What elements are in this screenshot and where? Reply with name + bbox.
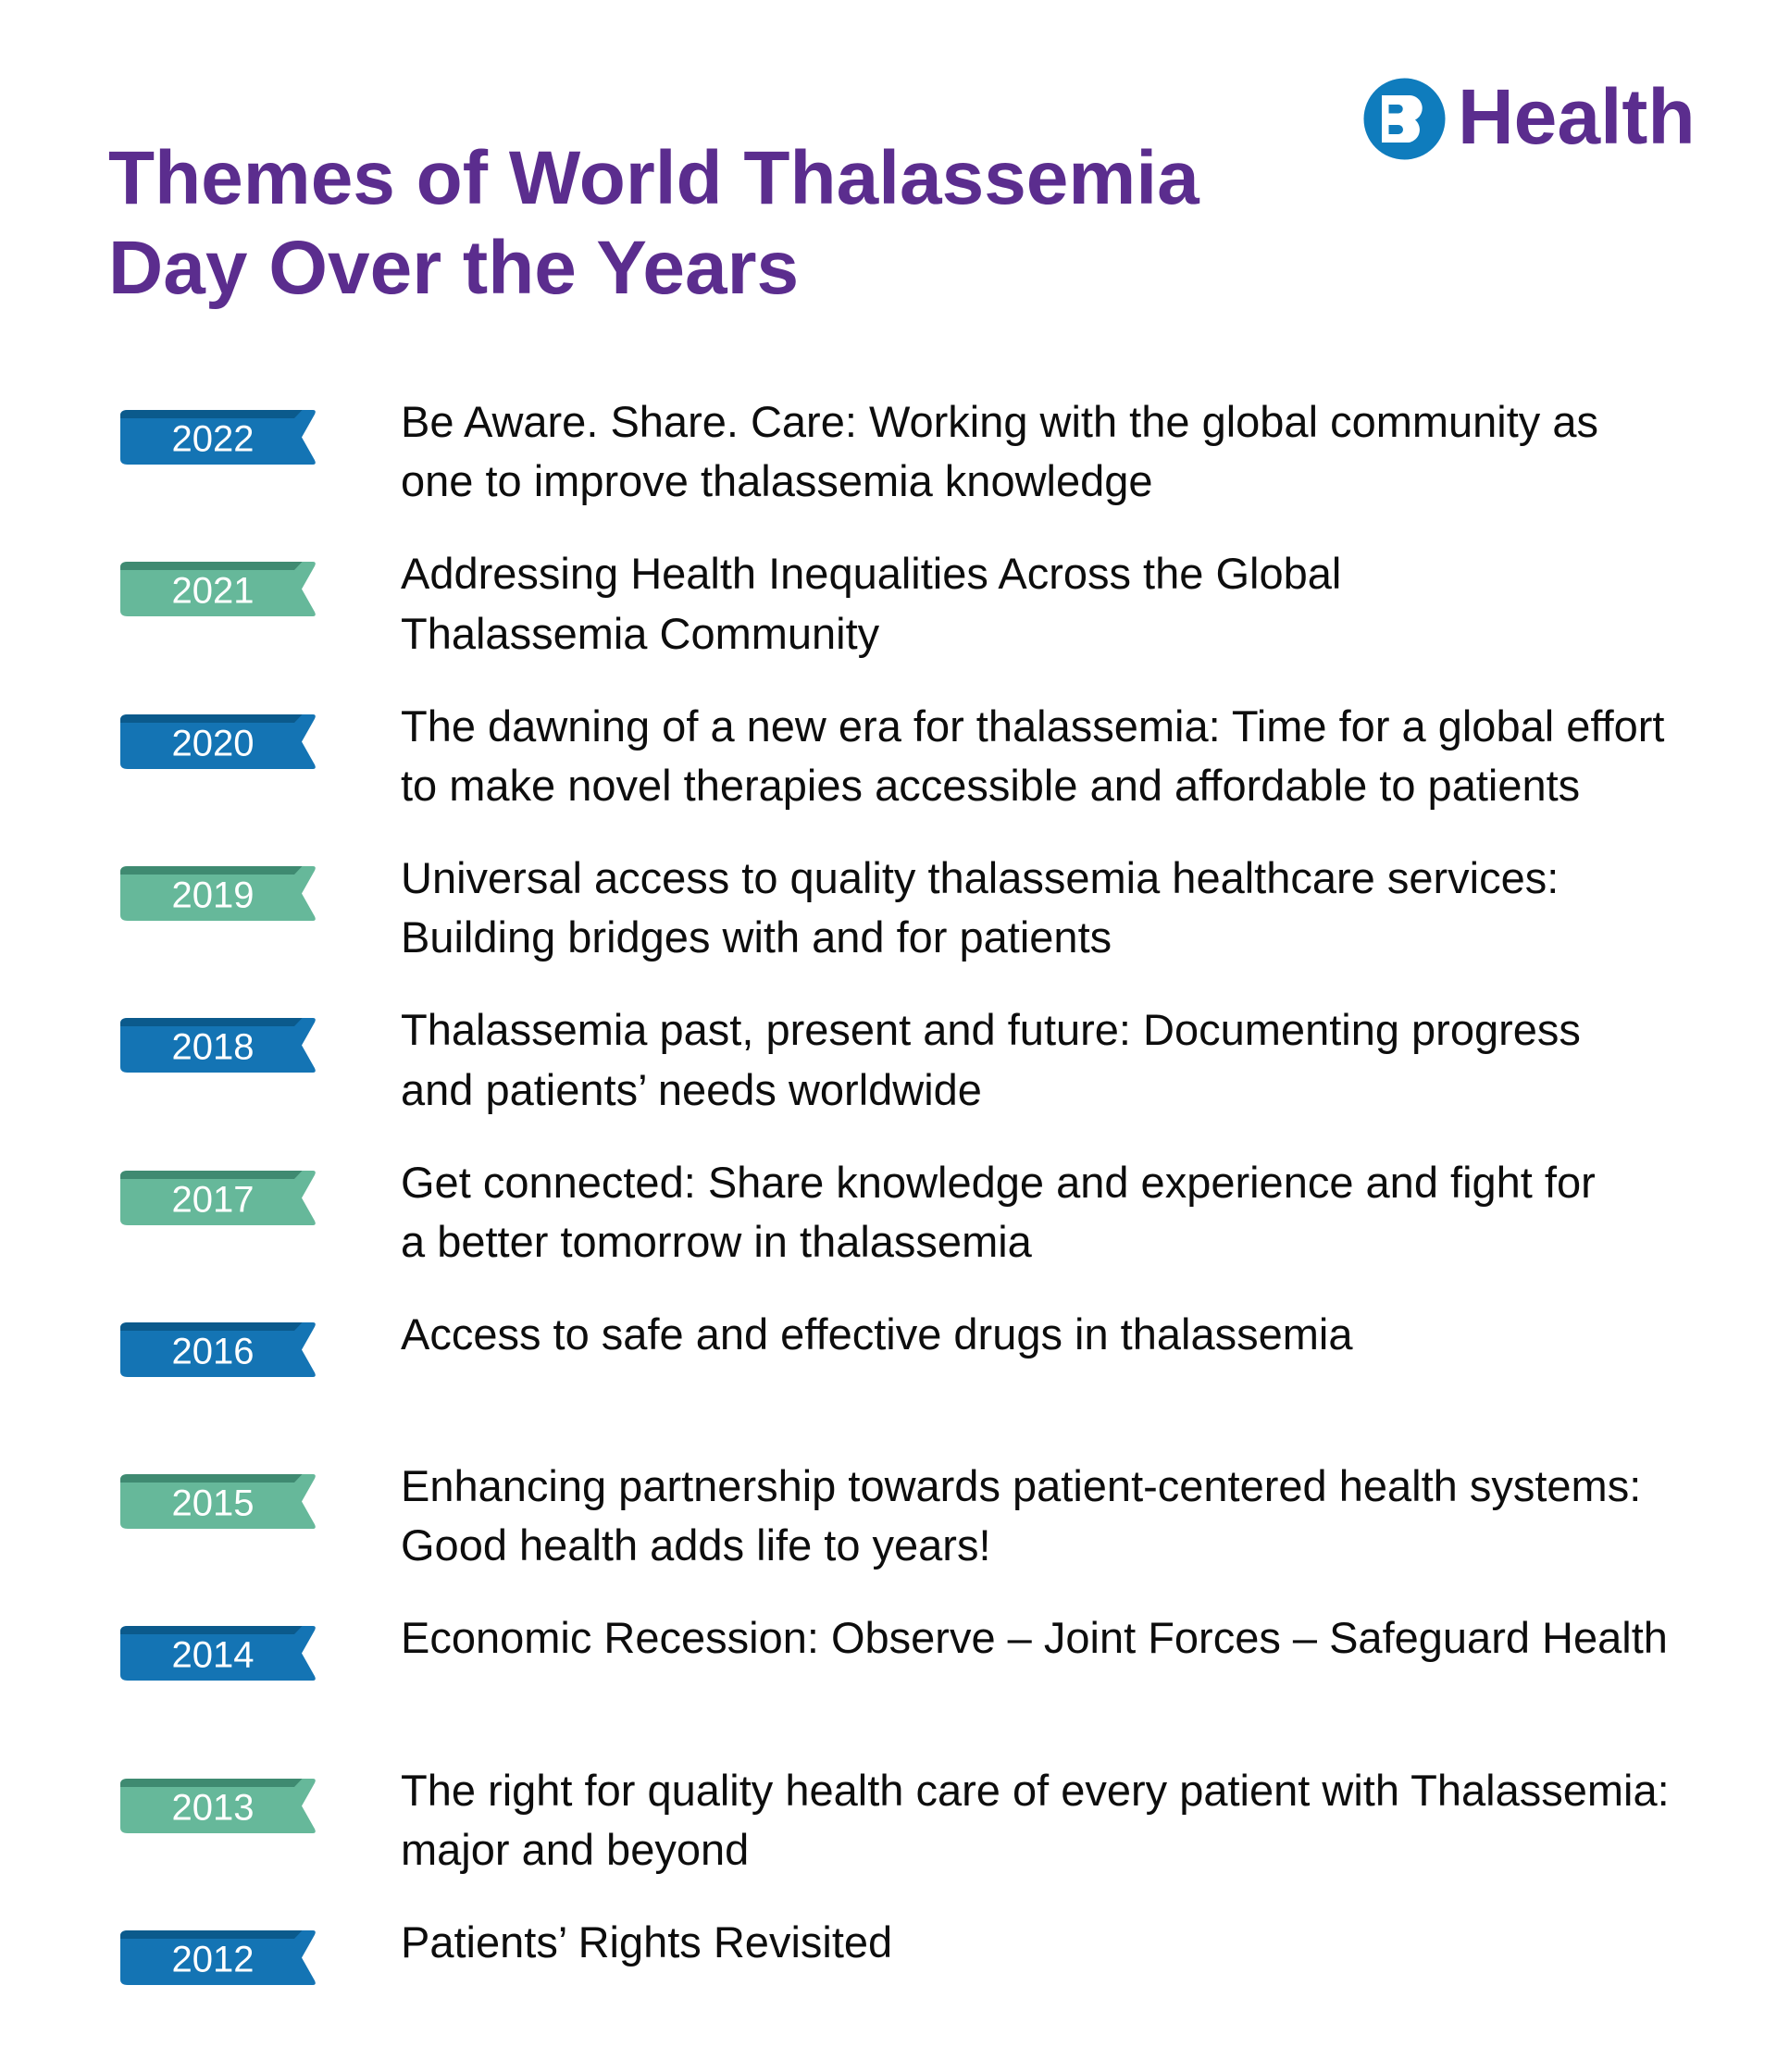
svg-text:2016: 2016 [172,1331,255,1371]
svg-text:2021: 2021 [172,571,255,612]
svg-text:2018: 2018 [172,1027,255,1068]
svg-text:2019: 2019 [172,875,255,915]
svg-text:2014: 2014 [172,1635,255,1676]
svg-text:2022: 2022 [172,419,255,460]
svg-text:2012: 2012 [172,1940,255,1980]
svg-text:2020: 2020 [172,723,255,763]
svg-text:2015: 2015 [172,1483,255,1524]
svg-text:2017: 2017 [172,1179,255,1220]
svg-text:2013: 2013 [172,1787,255,1828]
